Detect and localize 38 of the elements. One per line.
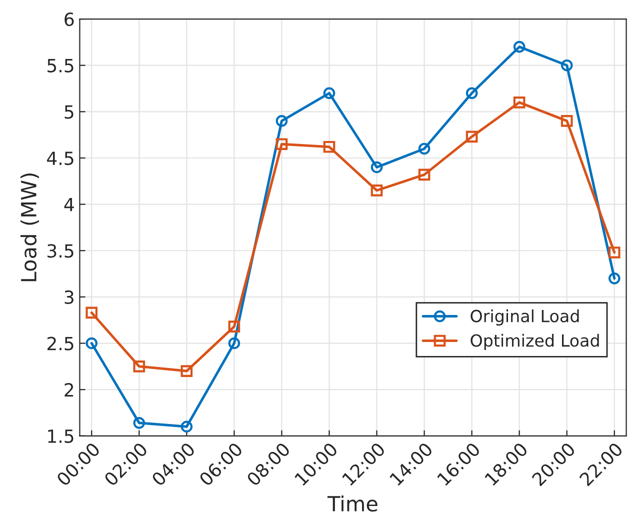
point [370,184,383,196]
point [276,138,288,150]
legend-label: Original Load [470,309,579,326]
point [323,87,336,100]
point [86,337,98,350]
y-tick-label: 3 [64,290,74,304]
y-tick-label: 5 [64,105,74,119]
point [560,59,573,72]
point [466,87,478,100]
point [180,420,193,433]
point [228,337,240,350]
point [323,140,336,153]
y-tick-label: 3.5 [48,244,74,258]
legend-label: Optimized Load [470,334,599,350]
point [370,161,383,174]
point [608,246,620,258]
y-tick-label: 1.5 [48,430,74,444]
y-tick-label: 4 [64,198,74,212]
point [513,96,526,108]
y-tick-label: 6 [64,12,74,26]
point [466,130,478,143]
y-tick-label: 2.5 [47,336,74,350]
point [276,115,288,127]
y-tick-label: 5.5 [48,59,74,72]
point [608,272,620,284]
y-tick-label: 2 [64,383,74,396]
point [228,320,240,332]
y-tick-label: 4.5 [47,152,74,166]
point [418,142,430,155]
point [133,417,146,429]
point [180,365,193,377]
x-axis-title: Time [327,495,378,512]
point [513,40,526,53]
point [560,115,573,127]
point [418,168,430,181]
point [86,306,98,319]
point [133,360,146,372]
y-axis-title: Load (MW) [20,174,40,282]
